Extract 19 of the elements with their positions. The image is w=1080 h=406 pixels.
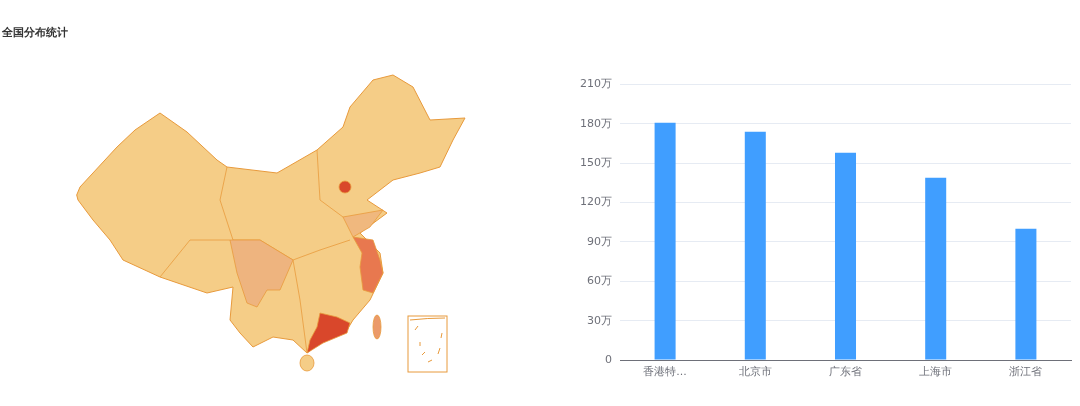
bar: [1015, 228, 1037, 360]
y-tick-label: 60万: [587, 274, 612, 288]
x-tick-label: 浙江省: [1009, 365, 1043, 379]
y-tick-label: 90万: [587, 234, 612, 248]
bar: [744, 131, 766, 360]
y-tick-label: 180万: [580, 116, 612, 130]
bar: [654, 122, 676, 360]
x-tick-label: 上海市: [919, 365, 953, 379]
y-tick-label: 210万: [580, 77, 612, 91]
y-tick-label: 120万: [580, 195, 612, 209]
bar: [925, 177, 947, 360]
y-tick-label: 30万: [587, 313, 612, 327]
y-tick-label: 0: [605, 352, 612, 366]
x-tick-label: 广东省: [829, 365, 862, 379]
x-tick-label: 北京市: [738, 365, 772, 379]
text: 全国分布统计: [2, 25, 68, 40]
y-tick-label: 150万: [580, 156, 612, 170]
bar: [834, 152, 857, 360]
x-tick-label: 香港特...: [643, 365, 687, 379]
